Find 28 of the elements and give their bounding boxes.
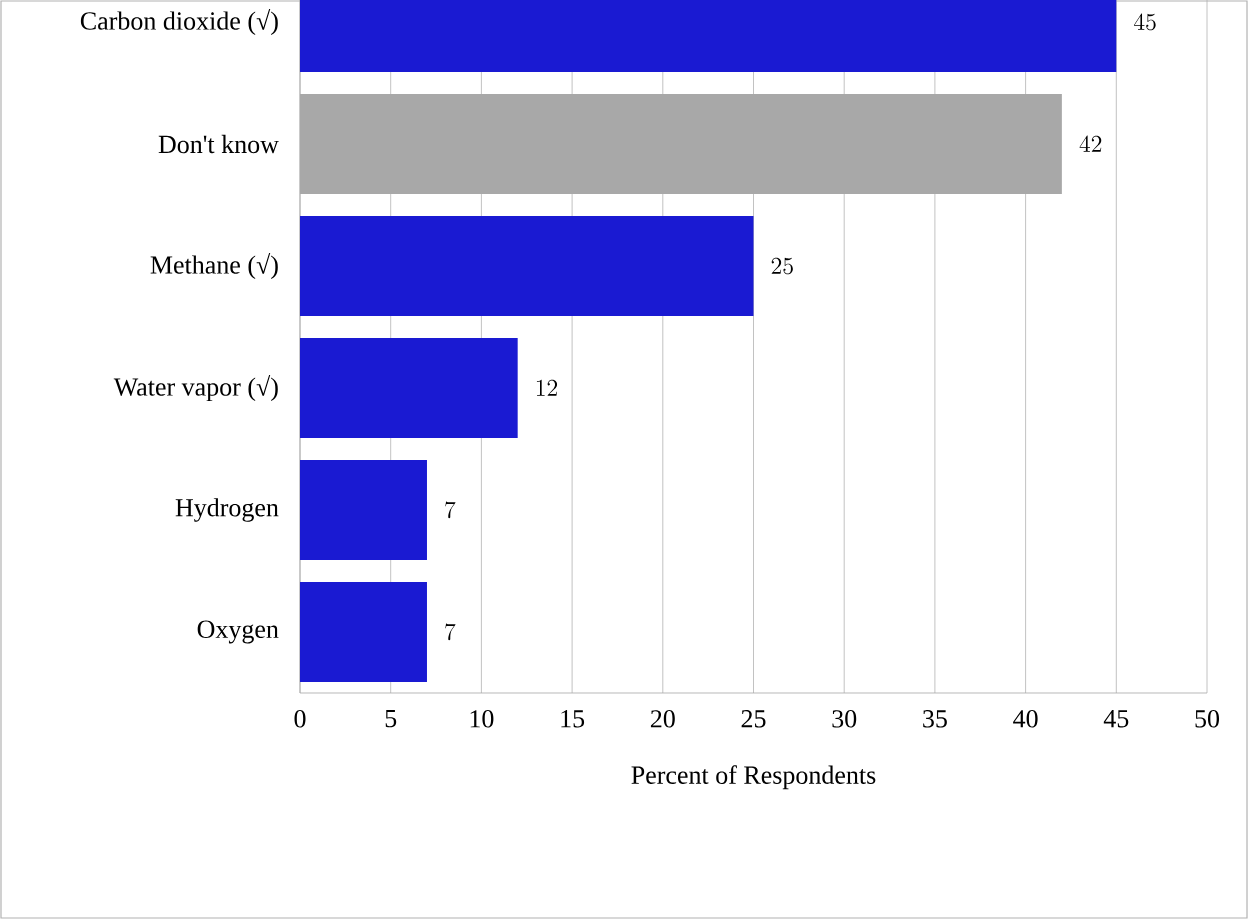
y-tick-label: Carbon dioxide (√) — [80, 8, 278, 36]
bar — [300, 582, 427, 682]
data-label: 12 — [536, 379, 558, 396]
x-tick-label: 20 — [650, 710, 675, 728]
y-tick-label: Water vapor (√) — [113, 374, 278, 402]
data-label: 7 — [445, 623, 456, 641]
x-tick-label: 45 — [1103, 710, 1129, 728]
bar — [300, 460, 427, 560]
y-tick-label: Oxygen — [197, 620, 279, 644]
y-tick-label: Hydrogen — [175, 498, 279, 522]
bar — [300, 338, 518, 439]
x-tick-label: 10 — [470, 710, 494, 728]
x-tick-label: 30 — [832, 710, 857, 728]
x-tick-label: 25 — [741, 710, 766, 728]
x-tick-label: 50 — [1195, 710, 1220, 728]
x-axis-title: Percent of Respondents — [631, 765, 876, 790]
data-label: 42 — [1079, 135, 1102, 152]
x-tick-label: 15 — [561, 710, 585, 728]
y-tick-label: Don't know — [158, 134, 279, 154]
x-tick-label: 35 — [923, 710, 947, 728]
x-tick-label: 40 — [1013, 710, 1038, 728]
x-tick-label: 0 — [294, 710, 306, 728]
x-tick-label: 5 — [385, 710, 397, 728]
data-label: 45 — [1134, 13, 1156, 31]
y-tick-label: Methane (√) — [150, 252, 278, 280]
data-label: 7 — [445, 501, 456, 519]
data-label: 25 — [771, 257, 793, 275]
bar — [300, 216, 754, 317]
